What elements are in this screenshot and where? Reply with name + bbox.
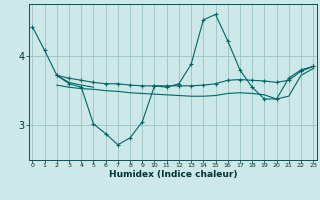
X-axis label: Humidex (Indice chaleur): Humidex (Indice chaleur) [108, 170, 237, 179]
